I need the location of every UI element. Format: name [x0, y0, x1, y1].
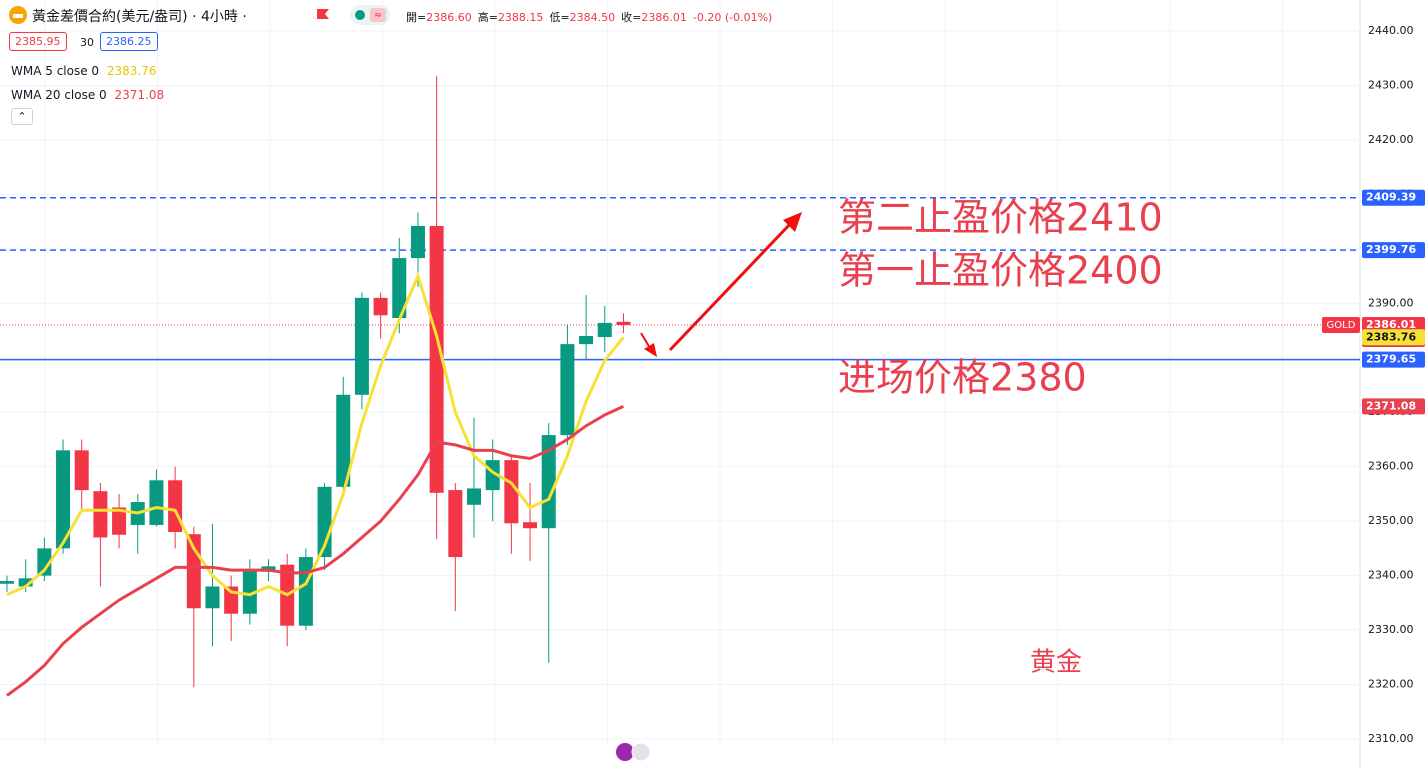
- candle-body: [354, 297, 369, 395]
- flag-icon[interactable]: [315, 7, 331, 23]
- candle-body: [597, 322, 612, 338]
- ohlc-value: 2386.01: [641, 11, 687, 24]
- annotation: 黄金: [1030, 648, 1082, 678]
- price-tag: 2379.65: [1366, 353, 1416, 366]
- symbol-tag: GOLD: [1327, 320, 1356, 331]
- candle-body: [429, 225, 444, 493]
- legend-wma5: WMA 5 close 0 2383.76: [11, 64, 157, 78]
- price-tag-bg: [1362, 398, 1425, 415]
- candle-body: [373, 297, 388, 316]
- collapse-button[interactable]: ⌃: [11, 108, 33, 125]
- ohlc-value: 2388.15: [497, 11, 544, 24]
- price-tag: 2409.39: [1366, 191, 1416, 204]
- legend-value: 2383.76: [106, 64, 157, 78]
- candle-body: [205, 586, 220, 609]
- price-tag-bg: [1362, 242, 1425, 259]
- ohlc-label: 高=: [477, 11, 498, 24]
- ohlc-value: 2386.60: [426, 11, 472, 24]
- ohlc-label: 低=: [549, 11, 570, 24]
- candle-body: [523, 522, 538, 529]
- legend-label: WMA 20 close 0: [11, 88, 107, 102]
- candle-body: [168, 480, 183, 533]
- legend-value: 2371.08: [114, 88, 165, 102]
- event-icon: [631, 742, 651, 762]
- y-tick-label: 2310.00: [1368, 732, 1414, 745]
- price-tag: 2399.76: [1366, 243, 1416, 256]
- candle-body: [616, 321, 631, 326]
- y-tick-label: 2350.00: [1368, 514, 1414, 527]
- candle-body: [392, 258, 407, 318]
- y-tick-label: 2360.00: [1368, 460, 1414, 473]
- status-icons[interactable]: ≈: [350, 5, 390, 25]
- candle-body: [467, 488, 481, 505]
- legend-wma20: WMA 20 close 0 2371.08: [11, 88, 164, 102]
- candle-body: [242, 570, 257, 614]
- ohlc-values: 開=2386.60 高=2388.15 低=2384.50 收=2386.01 -0.2…: [406, 9, 772, 25]
- annotation: 进场价格2380: [838, 356, 1087, 400]
- candle-body: [410, 225, 425, 259]
- ohlc-label: 收=: [621, 11, 642, 24]
- change: -0.20 (-0.01%): [692, 11, 773, 24]
- candle-body: [448, 490, 463, 558]
- arrowhead: [783, 212, 802, 232]
- symbol-icon: [9, 6, 27, 24]
- arrow: [668, 220, 794, 352]
- symbol-tag-bg: [1322, 317, 1360, 334]
- candle-body: [0, 581, 14, 584]
- candle-body: [37, 548, 52, 576]
- svg-text:≈: ≈: [374, 10, 382, 21]
- ohlc-label: 開=: [406, 11, 427, 24]
- candle-body: [336, 394, 351, 487]
- arrow: [640, 332, 651, 349]
- symbol-title: 黃金差價合約(美元/盎司) · 4小時 ·: [32, 9, 247, 25]
- ask-price[interactable]: 2386.25: [100, 32, 158, 51]
- ohlc-value: 2384.50: [569, 11, 616, 24]
- price-tag-bg: [1362, 329, 1425, 346]
- spread: 30: [80, 36, 94, 49]
- price-tag-bg: [1362, 189, 1425, 206]
- candle-body: [541, 435, 556, 529]
- y-tick-label: 2330.00: [1368, 623, 1414, 636]
- candle-body: [560, 344, 575, 436]
- annotation: 第一止盈价格2400: [838, 249, 1163, 293]
- y-tick-label: 2440.00: [1368, 24, 1414, 37]
- y-tick-label: 2420.00: [1368, 133, 1414, 146]
- ma-line: [6, 404, 625, 697]
- bid-price[interactable]: 2385.95: [9, 32, 67, 51]
- candle-body: [149, 480, 164, 525]
- candle-body: [504, 460, 519, 524]
- y-tick-label: 2340.00: [1368, 569, 1414, 582]
- y-tick-label: 2390.00: [1368, 296, 1414, 309]
- price-tag: 2386.01: [1366, 318, 1416, 331]
- candle-body: [56, 450, 71, 549]
- ma-line: [6, 271, 625, 597]
- annotation: 第二止盈价格2410: [838, 196, 1163, 240]
- arrowhead: [644, 343, 657, 357]
- candle-body: [298, 557, 313, 626]
- event-icon: [616, 743, 634, 761]
- price-tag-bg: [1362, 351, 1425, 368]
- candle-body: [74, 450, 89, 491]
- price-tag: 2383.76: [1366, 330, 1416, 343]
- y-tick-label: 2430.00: [1368, 78, 1414, 91]
- candle-body: [18, 578, 33, 587]
- candle-body: [579, 335, 594, 345]
- candle-body: [93, 491, 108, 538]
- price-tag: 2371.08: [1366, 399, 1416, 412]
- legend-label: WMA 5 close 0: [11, 64, 100, 78]
- y-tick-label: 2320.00: [1368, 678, 1414, 691]
- candle-body: [112, 507, 127, 535]
